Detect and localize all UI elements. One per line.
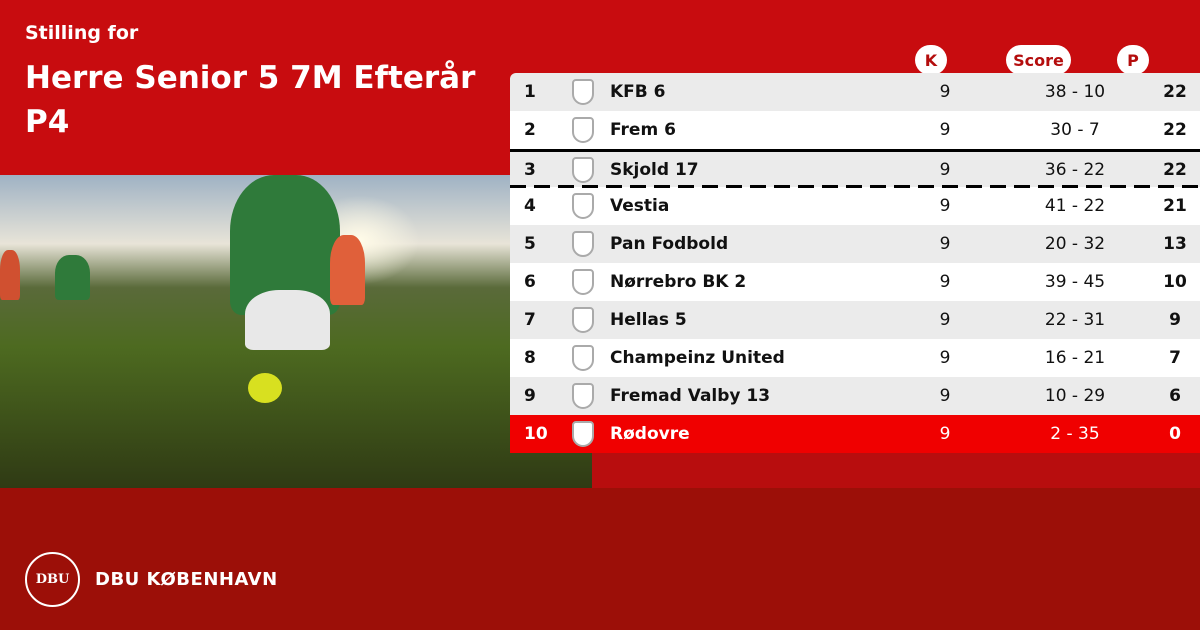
team-name: Vestia [610, 196, 670, 216]
dbu-logo: DBU [25, 552, 80, 607]
team-name: Pan Fodbold [610, 234, 729, 254]
position: 9 [524, 386, 536, 406]
points: 21 [1163, 196, 1187, 216]
matches: 9 [939, 82, 951, 102]
matches: 9 [939, 159, 951, 180]
brand-name: DBU KØBENHAVN [95, 569, 278, 590]
score: 39 - 45 [1044, 272, 1106, 292]
table-row[interactable]: 9 Fremad Valby 13 9 10 - 29 6 [510, 377, 1200, 415]
team-logo-icon [555, 383, 610, 409]
col-header-score: Score [1006, 45, 1071, 75]
points: 9 [1169, 310, 1181, 330]
position: 4 [524, 196, 536, 216]
table-row[interactable]: 10 Rødovre 9 2 - 35 0 [510, 415, 1200, 453]
standings-table: 1 KFB 6 9 38 - 10 22 2 Frem 6 9 30 - 7 22… [510, 73, 1200, 453]
position: 6 [524, 272, 536, 292]
team-name: KFB 6 [610, 82, 666, 102]
football-photo [0, 175, 592, 488]
score: 36 - 22 [1044, 159, 1106, 180]
score: 2 - 35 [1050, 424, 1100, 444]
decorative-band [592, 452, 1200, 488]
page-title: Herre Senior 5 7M Efterår P4 [25, 60, 476, 140]
table-row[interactable]: 8 Champeinz United 9 16 - 21 7 [510, 339, 1200, 377]
team-logo-icon [555, 421, 610, 447]
team-name: Nørrebro BK 2 [610, 272, 747, 292]
table-row[interactable]: 7 Hellas 5 9 22 - 31 9 [510, 301, 1200, 339]
position: 8 [524, 348, 536, 368]
points: 6 [1169, 386, 1181, 406]
points: 7 [1169, 348, 1181, 368]
position: 7 [524, 310, 536, 330]
score: 22 - 31 [1044, 310, 1106, 330]
matches: 9 [939, 272, 951, 292]
matches: 9 [939, 424, 951, 444]
score: 38 - 10 [1044, 82, 1106, 102]
score: 10 - 29 [1044, 386, 1106, 406]
subtitle: Stilling for [25, 22, 139, 44]
team-name: Skjold 17 [610, 159, 699, 180]
team-logo-icon [555, 307, 610, 333]
col-header-p: P [1117, 45, 1149, 75]
team-logo-icon [555, 117, 610, 143]
points: 22 [1163, 82, 1187, 102]
score: 41 - 22 [1044, 196, 1106, 216]
team-logo-icon [555, 231, 610, 257]
table-row[interactable]: 6 Nørrebro BK 2 9 39 - 45 10 [510, 263, 1200, 301]
matches: 9 [939, 234, 951, 254]
team-logo-icon [555, 79, 610, 105]
points: 10 [1163, 272, 1187, 292]
position: 3 [524, 159, 536, 180]
dashed-divider [510, 185, 1200, 188]
score: 16 - 21 [1044, 348, 1106, 368]
team-name: Fremad Valby 13 [610, 386, 771, 406]
position: 5 [524, 234, 536, 254]
points: 22 [1163, 120, 1187, 140]
position: 10 [524, 424, 548, 444]
team-name: Hellas 5 [610, 310, 687, 330]
matches: 9 [939, 386, 951, 406]
table-row[interactable]: 2 Frem 6 9 30 - 7 22 [510, 111, 1200, 149]
matches: 9 [939, 196, 951, 216]
table-row[interactable]: 1 KFB 6 9 38 - 10 22 [510, 73, 1200, 111]
team-logo-icon [555, 193, 610, 219]
col-header-k: K [915, 45, 947, 75]
position: 1 [524, 82, 536, 102]
matches: 9 [939, 310, 951, 330]
team-logo-icon [555, 156, 610, 183]
points: 13 [1163, 234, 1187, 254]
team-logo-icon [555, 345, 610, 371]
position: 2 [524, 120, 536, 140]
matches: 9 [939, 348, 951, 368]
table-row[interactable]: 3 Skjold 17 9 36 - 22 22 [510, 149, 1200, 187]
points: 22 [1163, 159, 1187, 180]
team-name: Frem 6 [610, 120, 676, 140]
footer [0, 488, 1200, 630]
table-row[interactable]: 5 Pan Fodbold 9 20 - 32 13 [510, 225, 1200, 263]
matches: 9 [939, 120, 951, 140]
team-logo-icon [555, 269, 610, 295]
points: 0 [1169, 424, 1181, 444]
team-name: Rødovre [610, 424, 690, 444]
score: 20 - 32 [1044, 234, 1106, 254]
score: 30 - 7 [1050, 120, 1100, 140]
team-name: Champeinz United [610, 348, 785, 368]
table-row[interactable]: 4 Vestia 9 41 - 22 21 [510, 185, 1200, 225]
